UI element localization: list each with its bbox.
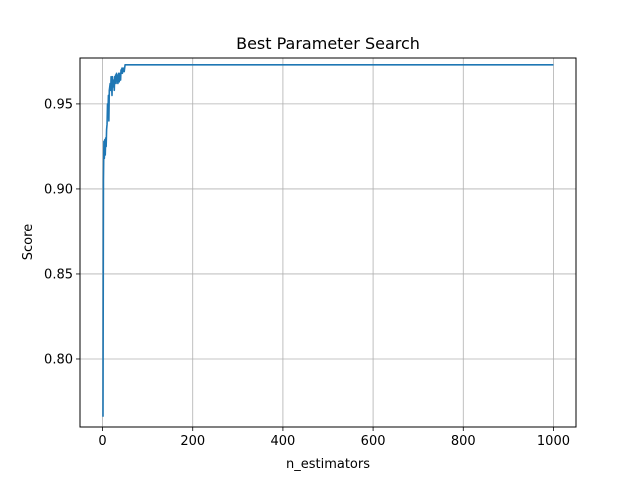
x-tick-label: 600 [361, 434, 386, 449]
y-tick-label: 0.80 [44, 352, 73, 367]
y-tick-label: 0.85 [44, 267, 73, 282]
x-tick-label: 0 [98, 434, 106, 449]
y-tick-label: 0.95 [44, 97, 73, 112]
y-axis-label: Score [21, 224, 36, 260]
score-series-line [102, 64, 554, 417]
x-tick-label: 200 [180, 434, 205, 449]
x-axis: 0 200 400 600 800 1000 [98, 427, 570, 449]
y-tick-label: 0.90 [44, 182, 73, 197]
grid-layer [80, 58, 576, 427]
x-tick-label: 800 [451, 434, 476, 449]
x-axis-label: n_estimators [286, 457, 370, 472]
line-layer [102, 64, 554, 417]
chart-title: Best Parameter Search [236, 34, 420, 53]
y-axis: 0.80 0.85 0.90 0.95 [44, 97, 80, 367]
x-tick-label: 1000 [537, 434, 570, 449]
plot-area-frame [79, 57, 577, 428]
x-tick-label: 400 [270, 434, 295, 449]
